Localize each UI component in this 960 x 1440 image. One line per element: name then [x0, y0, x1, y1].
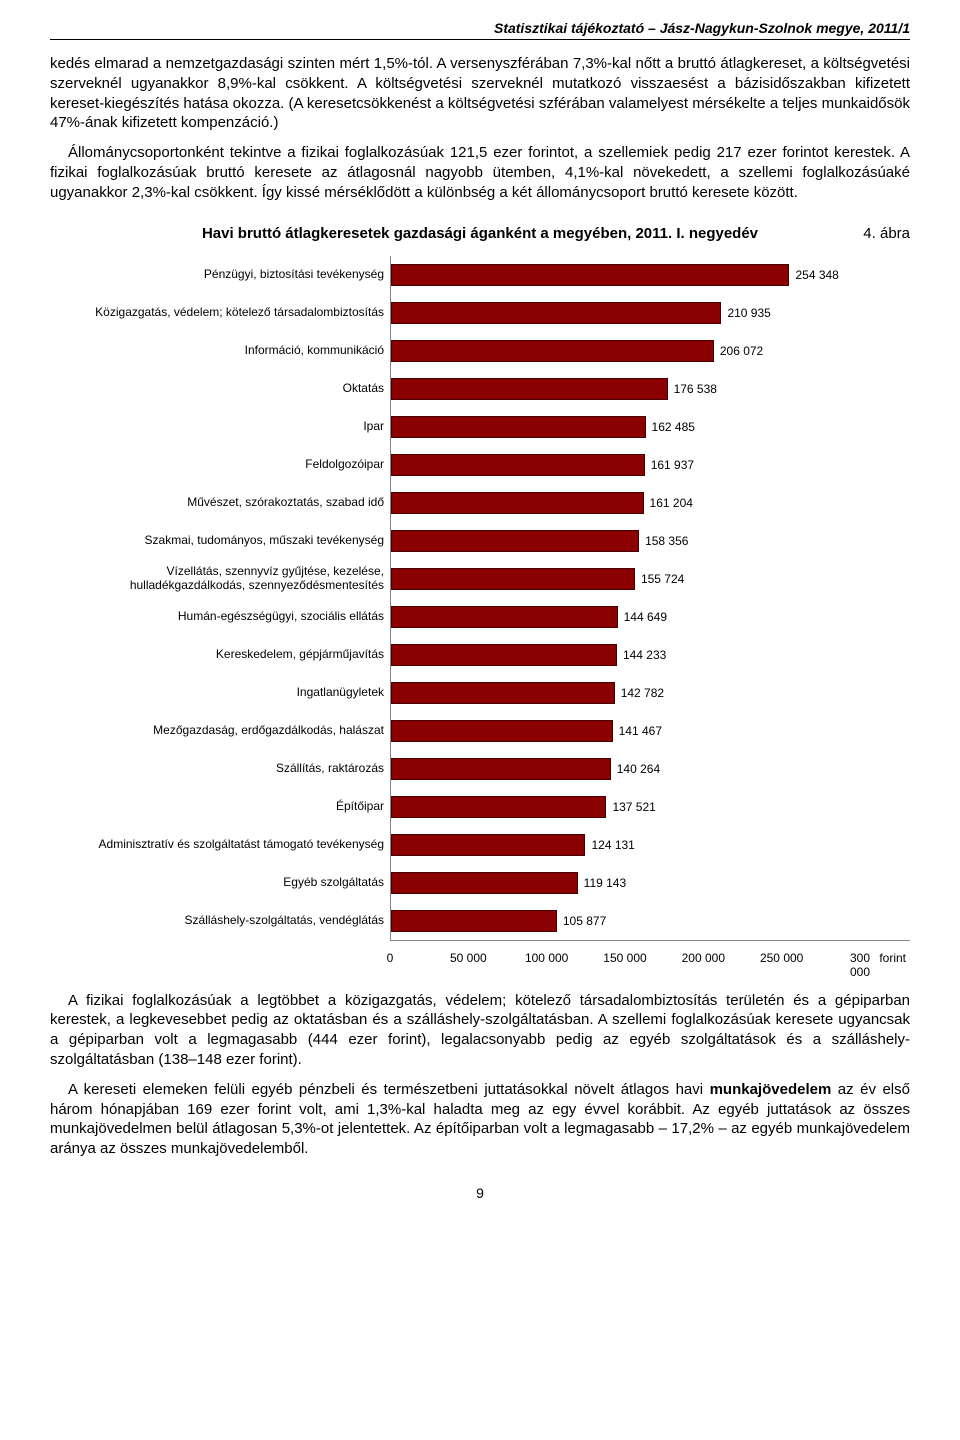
- bar: [391, 606, 618, 628]
- category-label: Feldolgozóipar: [50, 446, 384, 484]
- category-label: Ingatlanügyletek: [50, 674, 384, 712]
- bar: [391, 302, 721, 324]
- x-tick: 300 000: [850, 951, 870, 979]
- bar-chart: Pénzügyi, biztosítási tevékenységKözigaz…: [50, 256, 910, 941]
- x-axis: 050 000100 000150 000200 000250 000300 0…: [390, 949, 860, 969]
- bar-value: 206 072: [720, 344, 763, 358]
- bar-value: 158 356: [645, 534, 688, 548]
- category-label: Egyéb szolgáltatás: [50, 864, 384, 902]
- bar-row: 105 877: [391, 902, 910, 940]
- category-label: Szállítás, raktározás: [50, 750, 384, 788]
- category-label: Művészet, szórakoztatás, szabad idő: [50, 484, 384, 522]
- paragraph-3: A fizikai foglalkozásúak a legtöbbet a k…: [50, 991, 910, 1070]
- bar-row: 158 356: [391, 522, 910, 560]
- category-label: Mezőgazdaság, erdőgazdálkodás, halászat: [50, 712, 384, 750]
- bar-value: 142 782: [621, 686, 664, 700]
- bar: [391, 682, 615, 704]
- bar: [391, 834, 585, 856]
- category-label: Adminisztratív és szolgáltatást támogató…: [50, 826, 384, 864]
- bar-row: 119 143: [391, 864, 910, 902]
- bar-row: 137 521: [391, 788, 910, 826]
- bar-value: 119 143: [584, 876, 627, 890]
- category-label: Pénzügyi, biztosítási tevékenység: [50, 256, 384, 294]
- bar: [391, 378, 668, 400]
- bar: [391, 416, 646, 438]
- bar: [391, 758, 611, 780]
- bar-row: 142 782: [391, 674, 910, 712]
- paragraph-1: kedés elmarad a nemzetgazdasági szinten …: [50, 54, 910, 133]
- category-label: Kereskedelem, gépjárműjavítás: [50, 636, 384, 674]
- x-tick: 250 000: [760, 951, 803, 965]
- category-label: Oktatás: [50, 370, 384, 408]
- x-tick: 100 000: [525, 951, 568, 965]
- bar: [391, 872, 578, 894]
- category-label: Szakmai, tudományos, műszaki tevékenység: [50, 522, 384, 560]
- paragraph-4: A kereseti elemeken felüli egyéb pénzbel…: [50, 1080, 910, 1159]
- bar-row: 162 485: [391, 408, 910, 446]
- bar: [391, 910, 557, 932]
- bar-value: 254 348: [795, 268, 838, 282]
- bar: [391, 530, 639, 552]
- p4-prefix: A kereseti elemeken felüli egyéb pénzbel…: [68, 1081, 710, 1098]
- bar-row: 124 131: [391, 826, 910, 864]
- figure-label: 4. ábra: [863, 225, 910, 242]
- bar: [391, 454, 645, 476]
- chart-title: Havi bruttó átlagkeresetek gazdasági ága…: [50, 225, 910, 242]
- x-tick: 200 000: [682, 951, 725, 965]
- page-header: Statisztikai tájékoztató – Jász-Nagykun-…: [50, 20, 910, 40]
- bar-row: 141 467: [391, 712, 910, 750]
- p4-bold: munkajövedelem: [710, 1081, 832, 1098]
- bar-row: 144 649: [391, 598, 910, 636]
- bar-value: 162 485: [652, 420, 695, 434]
- bar-row: 161 204: [391, 484, 910, 522]
- category-label: Ipar: [50, 408, 384, 446]
- bar: [391, 340, 714, 362]
- paragraph-2: Állománycsoportonként tekintve a fizikai…: [50, 143, 910, 202]
- bar: [391, 796, 606, 818]
- x-tick: 0: [387, 951, 394, 965]
- bar-value: 105 877: [563, 914, 606, 928]
- bar-value: 140 264: [617, 762, 660, 776]
- bar-value: 161 204: [650, 496, 693, 510]
- x-tick: 50 000: [450, 951, 487, 965]
- category-label: Építőipar: [50, 788, 384, 826]
- bar-row: 140 264: [391, 750, 910, 788]
- bar-value: 124 131: [591, 838, 634, 852]
- bar-row: 210 935: [391, 294, 910, 332]
- bar-row: 176 538: [391, 370, 910, 408]
- bar-value: 161 937: [651, 458, 694, 472]
- bar: [391, 264, 789, 286]
- bar-row: 144 233: [391, 636, 910, 674]
- bar-value: 137 521: [612, 800, 655, 814]
- bar-row: 254 348: [391, 256, 910, 294]
- bar-value: 176 538: [674, 382, 717, 396]
- bar: [391, 568, 635, 590]
- category-label: Szálláshely-szolgáltatás, vendéglátás: [50, 902, 384, 940]
- bar-value: 141 467: [619, 724, 662, 738]
- page-number: 9: [50, 1185, 910, 1201]
- bar: [391, 644, 617, 666]
- bar-value: 144 233: [623, 648, 666, 662]
- bar-value: 210 935: [727, 306, 770, 320]
- bar-value: 144 649: [624, 610, 667, 624]
- x-unit: forint: [879, 951, 906, 965]
- bar-row: 155 724: [391, 560, 910, 598]
- bar: [391, 720, 613, 742]
- bar-value: 155 724: [641, 572, 684, 586]
- bar-row: 161 937: [391, 446, 910, 484]
- bar-row: 206 072: [391, 332, 910, 370]
- bar: [391, 492, 644, 514]
- category-label: Információ, kommunikáció: [50, 332, 384, 370]
- category-label: Humán-egészségügyi, szociális ellátás: [50, 598, 384, 636]
- x-tick: 150 000: [603, 951, 646, 965]
- category-label: Vízellátás, szennyvíz gyűjtése, kezelése…: [50, 560, 384, 598]
- category-label: Közigazgatás, védelem; kötelező társadal…: [50, 294, 384, 332]
